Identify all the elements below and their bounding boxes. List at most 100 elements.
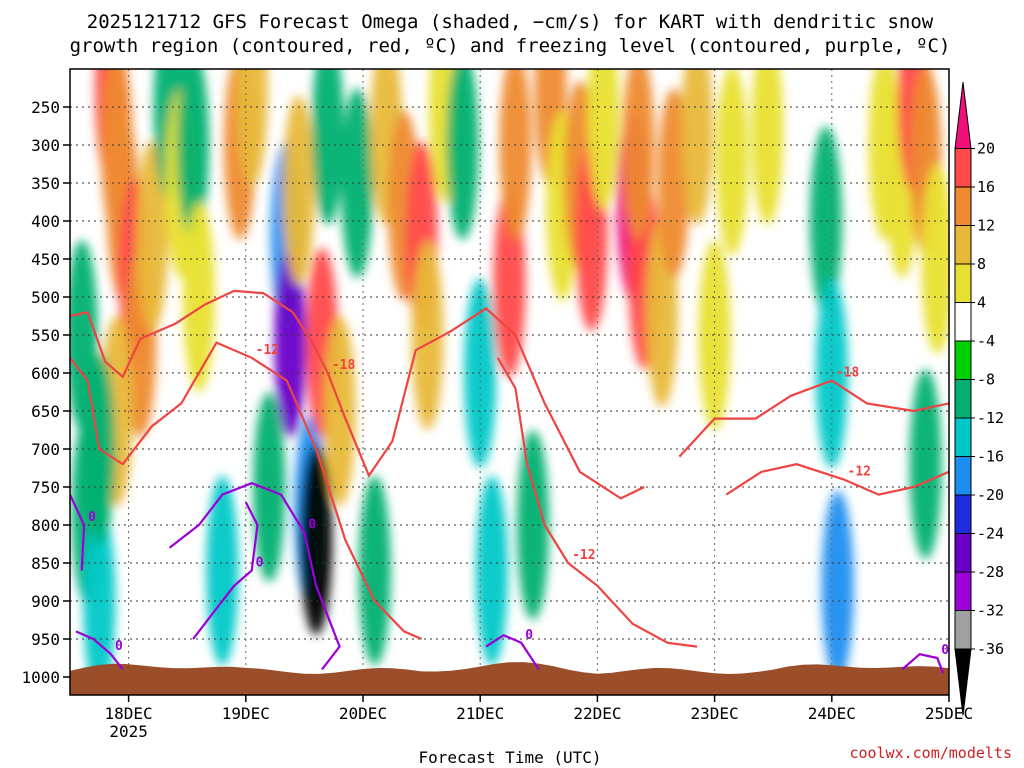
omega-cell <box>446 69 479 240</box>
colorbar-cell-bottom <box>954 648 972 716</box>
colorbar-cell <box>954 494 972 534</box>
omega-cell <box>464 278 497 468</box>
colorbar-label: -16 <box>977 448 1004 466</box>
omega-cell <box>358 475 391 666</box>
chart-title-line2: growth region (contoured, red, ºC) and f… <box>70 35 951 57</box>
colorbar-label: -20 <box>977 486 1004 504</box>
y-tick-label: 550 <box>31 326 60 345</box>
y-tick-label: 450 <box>31 250 60 269</box>
x-tick-label: 24DEC <box>808 704 856 723</box>
omega-cell <box>282 95 315 286</box>
omega-cell <box>182 202 215 392</box>
omega-cell <box>341 88 374 278</box>
chart-title-line1: 2025121712 GFS Forecast Omega (shaded, −… <box>87 11 934 33</box>
x-tick-label: 25DEC <box>925 704 973 723</box>
grid-lines <box>70 69 949 695</box>
freezing-contour-label: 0 <box>115 639 123 654</box>
omega-cell <box>716 69 749 256</box>
omega-cell <box>587 69 620 210</box>
omega-cell <box>323 316 356 506</box>
omega-cell <box>622 69 655 240</box>
omega-cell <box>909 369 942 560</box>
colorbar-cell <box>954 263 972 303</box>
colorbar-label: -4 <box>977 332 995 350</box>
colorbar-label: 4 <box>977 294 986 312</box>
dendritic-contour <box>496 357 698 648</box>
x-tick-label: 21DEC <box>456 704 504 723</box>
colorbar-label: 12 <box>977 217 995 235</box>
colorbar-label: 20 <box>977 140 995 158</box>
omega-cell <box>475 475 508 666</box>
y-tick-label: 900 <box>31 592 60 611</box>
dendritic-contour-label: -12 <box>572 548 595 563</box>
y-tick-label: 300 <box>31 136 60 155</box>
dendritic-contour <box>70 289 645 500</box>
colorbar-label: -36 <box>977 640 1004 658</box>
dendritic-contours: -18 -12 -12 -18 -12 <box>70 289 949 648</box>
colorbar-cell <box>954 225 972 265</box>
colorbar-label: -32 <box>977 602 1004 620</box>
omega-cell <box>83 506 116 695</box>
freezing-contour-label: 0 <box>941 643 949 658</box>
freezing-contour <box>75 630 124 671</box>
y-tick-label: 800 <box>31 516 60 535</box>
x-tick-label: 20DEC <box>339 704 387 723</box>
y-axis: 250 300 350 400 450 500 550 600 650 700 750 800 850 9… <box>21 98 70 687</box>
plot-frame <box>69 68 950 696</box>
omega-cell <box>751 69 784 225</box>
y-tick-label: 700 <box>31 440 60 459</box>
ground-terrain <box>70 662 949 695</box>
omega-cell <box>411 240 444 430</box>
dendritic-contour <box>70 341 423 641</box>
colorbar-label: -8 <box>977 371 995 389</box>
omega-cell <box>206 475 239 666</box>
omega-cell <box>681 69 714 225</box>
dendritic-contour <box>725 463 949 496</box>
x-tick-label: 23DEC <box>691 704 739 723</box>
colorbar-cell <box>954 610 972 650</box>
omega-cell <box>177 69 210 240</box>
dendritic-contour-label: -12 <box>256 343 279 358</box>
colorbar-cell <box>954 533 972 573</box>
omega-shading <box>70 69 949 695</box>
freezing-level-contours: 0 0 0 0 0 0 <box>70 482 949 674</box>
y-tick-label: 600 <box>31 364 60 383</box>
y-tick-label: 750 <box>31 478 60 497</box>
colorbar-cell <box>954 456 972 496</box>
y-tick-label: 350 <box>31 174 60 193</box>
omega-cell <box>311 69 344 225</box>
colorbar-label: -28 <box>977 563 1004 581</box>
freezing-contour <box>70 494 86 571</box>
y-tick-label: 850 <box>31 554 60 573</box>
omega-cell <box>815 278 848 468</box>
omega-cell <box>235 69 268 187</box>
colorbar-label: -12 <box>977 409 1004 427</box>
y-tick-label: 500 <box>31 288 60 307</box>
dendritic-contour-label: -18 <box>332 358 356 373</box>
omega-cell <box>136 141 169 332</box>
y-tick-label: 1000 <box>21 668 60 687</box>
freezing-contour <box>485 633 540 671</box>
freezing-contour <box>192 501 259 640</box>
x-tick-label: 18DEC <box>105 704 153 723</box>
y-tick-label: 250 <box>31 98 60 117</box>
freezing-contour-label: 0 <box>256 556 264 571</box>
x-tick-label: 19DEC <box>222 704 270 723</box>
freezing-contour <box>168 482 341 671</box>
y-tick-label: 400 <box>31 212 60 231</box>
colorbar-cell <box>954 186 972 226</box>
dendritic-contour <box>678 379 949 458</box>
y-tick-label: 950 <box>31 630 60 649</box>
freezing-contour <box>901 653 945 674</box>
omega-cell <box>300 445 333 636</box>
colorbar-cell-top <box>954 81 972 149</box>
colorbar-label: 8 <box>977 255 986 273</box>
omega-cell <box>809 126 842 316</box>
colorbar-cell <box>954 379 972 419</box>
credit-text: coolwx.com/modelts <box>849 744 1012 762</box>
colorbar-cell <box>954 571 972 611</box>
x-tick-sublabel: 2025 <box>109 722 148 741</box>
omega-cell <box>274 247 307 438</box>
dendritic-contour-label: -18 <box>836 366 860 381</box>
